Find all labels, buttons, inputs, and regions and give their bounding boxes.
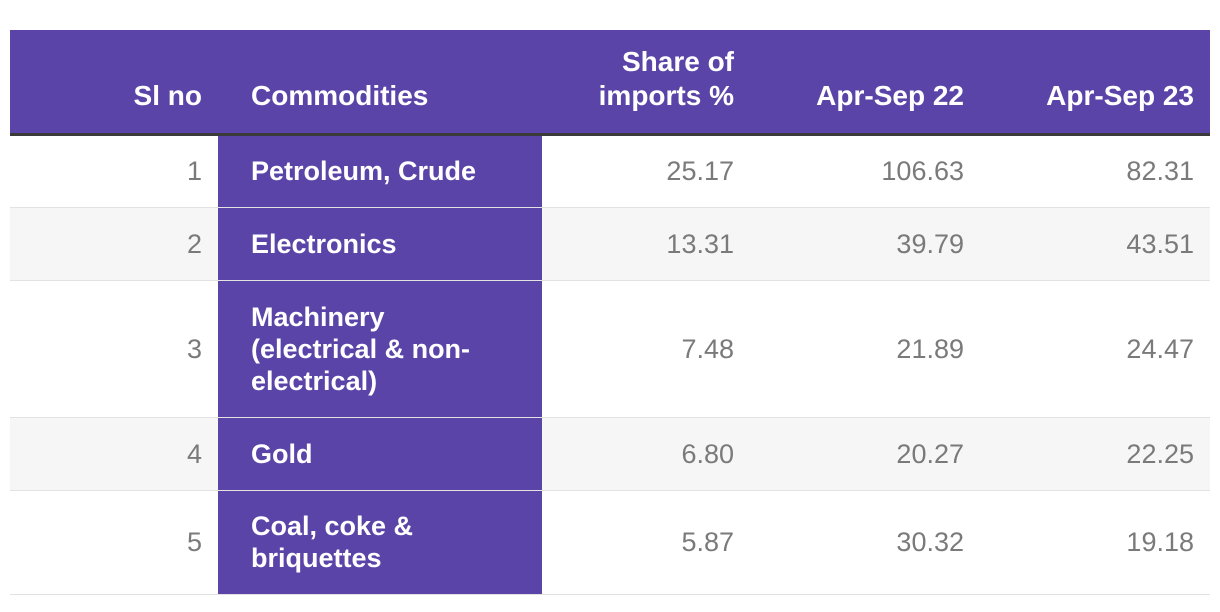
header-share-of-imports: Share of imports % xyxy=(598,45,734,111)
cell-apr-sep-23: 22.25 xyxy=(1126,438,1194,469)
table-row: 5 Coal, coke & briquettes 5.87 30.32 19.… xyxy=(10,490,1210,594)
cell-apr-sep-23: 82.31 xyxy=(1126,156,1194,186)
cell-sl-no: 3 xyxy=(186,333,202,364)
cell-apr-sep-22: 39.79 xyxy=(896,228,964,259)
cell-commodity: Electronics xyxy=(218,207,542,280)
imports-table: Sl no Commodities Share of imports % Apr… xyxy=(10,30,1210,595)
cell-share: 13.31 xyxy=(666,228,734,259)
table-row: 1 Petroleum, Crude 25.17 106.63 82.31 xyxy=(10,134,1210,207)
cell-sl-no: 1 xyxy=(186,156,202,186)
table-row: 4 Gold 6.80 20.27 22.25 xyxy=(10,417,1210,490)
cell-apr-sep-23: 43.51 xyxy=(1126,228,1194,259)
cell-commodity: Petroleum, Crude xyxy=(218,134,542,207)
cell-sl-no: 4 xyxy=(186,438,202,469)
cell-share: 7.48 xyxy=(681,333,734,364)
header-apr-sep-22: Apr-Sep 22 xyxy=(816,79,964,111)
table-row: 3 Machinery (electrical & non-electrical… xyxy=(10,280,1210,417)
cell-commodity: Machinery (electrical & non-electrical) xyxy=(218,280,542,417)
table-header-row: Sl no Commodities Share of imports % Apr… xyxy=(10,30,1210,134)
cell-apr-sep-23: 19.18 xyxy=(1126,527,1194,557)
cell-commodity: Gold xyxy=(218,417,542,490)
header-sl-no: Sl no xyxy=(133,79,202,111)
cell-apr-sep-22: 21.89 xyxy=(896,333,964,364)
header-apr-sep-23: Apr-Sep 23 xyxy=(1046,79,1194,111)
header-commodities: Commodities xyxy=(251,79,429,111)
cell-share: 25.17 xyxy=(666,156,734,186)
cell-apr-sep-22: 20.27 xyxy=(896,438,964,469)
cell-apr-sep-22: 30.32 xyxy=(896,527,964,557)
imports-table-container: Sl no Commodities Share of imports % Apr… xyxy=(10,30,1210,595)
cell-share: 5.87 xyxy=(681,527,734,557)
cell-sl-no: 5 xyxy=(186,527,202,557)
cell-commodity: Coal, coke & briquettes xyxy=(218,490,542,594)
cell-sl-no: 2 xyxy=(186,228,202,259)
cell-apr-sep-22: 106.63 xyxy=(881,156,964,186)
cell-share: 6.80 xyxy=(681,438,734,469)
table-row: 2 Electronics 13.31 39.79 43.51 xyxy=(10,207,1210,280)
cell-apr-sep-23: 24.47 xyxy=(1126,333,1194,364)
